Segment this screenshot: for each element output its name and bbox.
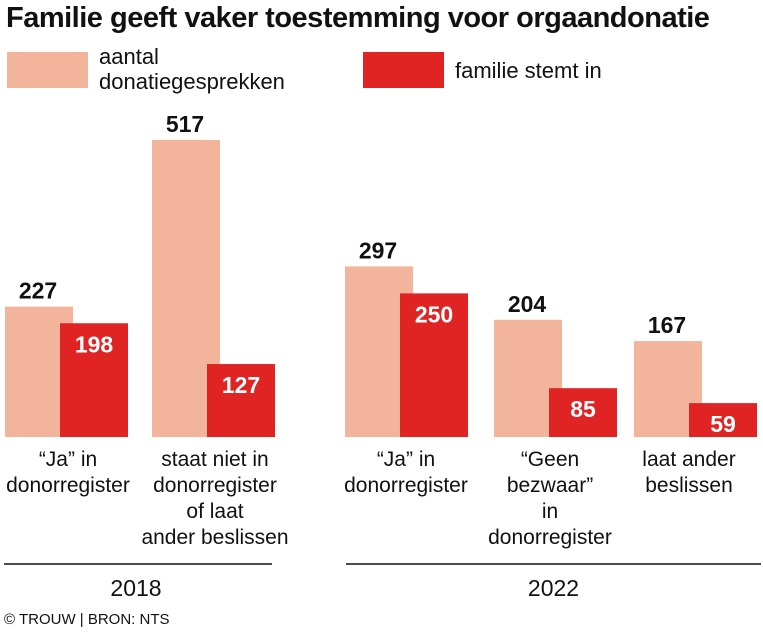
bar-consent (549, 388, 617, 437)
legend-swatch-consent (363, 52, 444, 88)
category-label-line: donorregister (6, 474, 130, 497)
bar-consent (689, 403, 757, 437)
category-label-line: “Ja” in (377, 448, 435, 471)
data-label-consent: 250 (415, 301, 453, 327)
legend-label-consent: familie stemt in (455, 58, 602, 83)
data-label-conversations: 297 (359, 237, 397, 263)
data-label-conversations: 167 (648, 312, 686, 338)
data-label-consent: 127 (222, 372, 260, 398)
legend-label-line: familie stemt in (455, 58, 602, 83)
bar-consent (60, 323, 128, 437)
category-label-line: bezwaar” (507, 474, 593, 497)
data-label-conversations: 517 (166, 111, 204, 137)
year-label-2022: 2022 (527, 575, 580, 601)
data-label-consent: 85 (570, 396, 596, 422)
legend-label-conversations: aantal donatiegesprekken (99, 44, 285, 94)
source-credit: © TROUW | BRON: NTS (4, 611, 170, 628)
year-label-2018: 2018 (110, 575, 162, 601)
bar-consent (207, 364, 275, 437)
data-label-conversations: 204 (508, 291, 547, 317)
legend-swatch-conversations (7, 52, 88, 88)
category-label-line: donorregister (344, 474, 468, 497)
chart-title: Familie geeft vaker toestemming voor org… (6, 2, 710, 34)
category-label-line: “Geen (521, 448, 579, 471)
bar-consent (400, 293, 468, 437)
category-label-line: staat niet in (161, 448, 268, 471)
data-label-conversations: 227 (19, 278, 57, 304)
data-label-consent: 59 (710, 411, 736, 437)
category-label-line: “Ja” in (39, 448, 97, 471)
category-label-line: beslissen (645, 474, 733, 497)
category-label-line: donorregister (153, 474, 277, 497)
legend-label-line: donatiegesprekken (99, 69, 285, 94)
category-label-line: laat ander (642, 448, 735, 471)
data-label-consent: 198 (75, 331, 114, 357)
category-label-line: donorregister (488, 526, 612, 549)
category-label-line: ander beslissen (141, 526, 288, 549)
category-label-line: of laat (186, 500, 243, 523)
legend-label-line: aantal (99, 44, 159, 69)
category-label-line: in (542, 500, 558, 523)
